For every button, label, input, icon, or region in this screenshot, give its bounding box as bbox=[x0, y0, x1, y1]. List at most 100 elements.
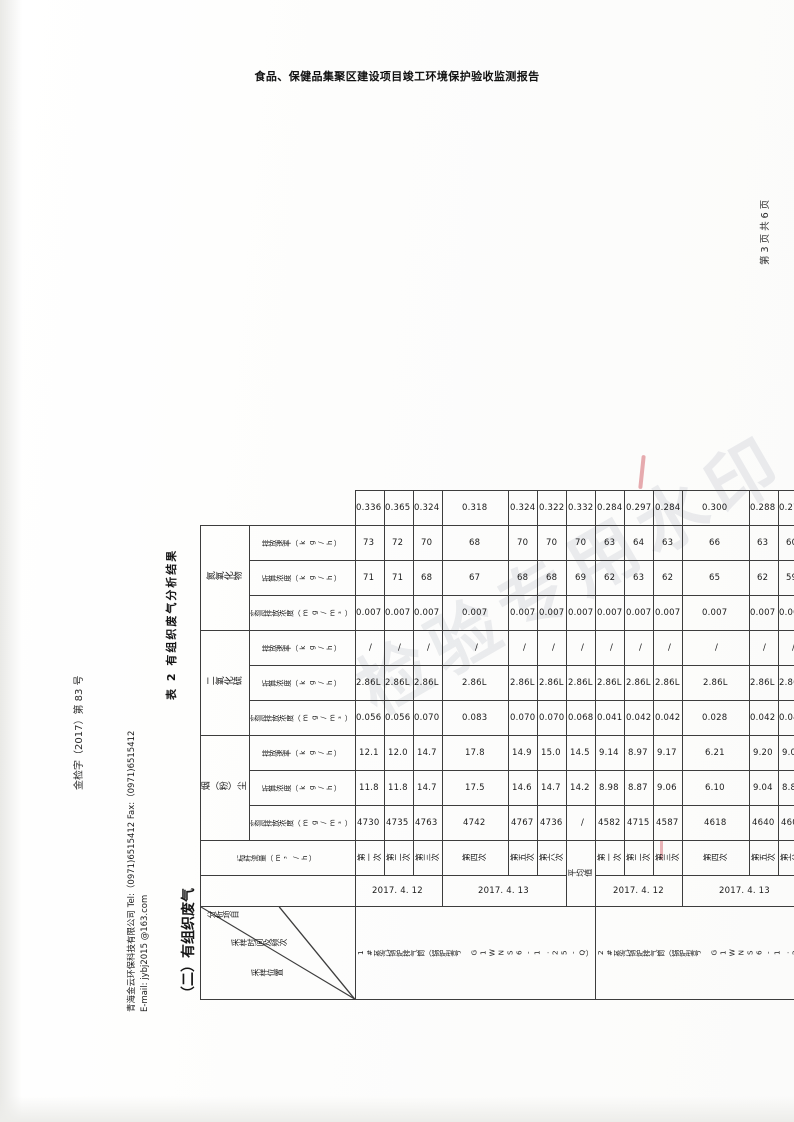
value-so2-rate: 0.007 bbox=[779, 607, 794, 618]
value-dust-rate: 0.070 bbox=[509, 712, 535, 723]
cell-dust-measured: 8.87 bbox=[624, 770, 654, 806]
cell-dust-converted: 9.00 bbox=[778, 735, 794, 771]
average-label-cell: 平均值 bbox=[566, 840, 596, 907]
value-dust-rate: 0.042 bbox=[654, 712, 680, 723]
cell-dust-converted: 9.14 bbox=[595, 735, 625, 771]
value-flow: 4763 bbox=[415, 817, 438, 828]
value-nox-converted: 60 bbox=[786, 537, 794, 548]
table-head: 分析项目 采样时间及频次 采样位置 标杆流量（m³/h） 烟（粉）尘 二氧化硫 … bbox=[200, 491, 356, 1000]
cell-so2-converted: / bbox=[682, 630, 750, 666]
sampling-date-cell: 2017. 4. 13 bbox=[682, 875, 794, 907]
value-dust-rate: 0.070 bbox=[413, 712, 440, 723]
average-value-flow: / bbox=[580, 817, 584, 828]
scan-edge-shadow-left bbox=[0, 0, 22, 1122]
value-nox-rate: 0.300 bbox=[702, 502, 728, 513]
cell-so2-measured: 2.86L bbox=[355, 665, 385, 701]
sampling-frequency: 第二次 bbox=[385, 852, 410, 862]
cell-nox-converted: 63 bbox=[749, 525, 779, 561]
cell-nox-rate: 0.284 bbox=[653, 490, 683, 526]
value-nox-converted: 70 bbox=[545, 537, 557, 548]
cell-so2-converted: / bbox=[653, 630, 683, 666]
cell-nox-measured: 71 bbox=[384, 560, 414, 596]
header-dust-measured: 实测排放浓度（mg/m³） bbox=[249, 805, 356, 841]
cell-dust-converted: 17.8 bbox=[442, 735, 509, 771]
cell-dust-rate: 0.070 bbox=[413, 700, 443, 736]
cell-dust-measured: 6.10 bbox=[682, 770, 750, 806]
value-flow: 4582 bbox=[598, 817, 621, 828]
cell-dust-rate: 0.042 bbox=[624, 700, 654, 736]
header-nox-measured: 实测排放浓度（mg/m³） bbox=[249, 595, 356, 631]
cell-dust-measured: 8.85 bbox=[778, 770, 794, 806]
cell-dust-converted: 12.0 bbox=[384, 735, 414, 771]
cell-flow: 4763 bbox=[413, 805, 443, 841]
value-so2-measured: 2.86L bbox=[779, 677, 794, 688]
cell-dust-measured: 14.7 bbox=[537, 770, 567, 806]
value-flow: 4640 bbox=[751, 817, 775, 828]
value-so2-measured: 2.86L bbox=[702, 677, 728, 688]
average-cell-so2-converted: / bbox=[566, 630, 596, 666]
cell-flow: 4715 bbox=[624, 805, 654, 841]
sampling-frequency: 第六次 bbox=[779, 852, 794, 862]
cell-dust-converted: 9.17 bbox=[653, 735, 683, 771]
sampling-frequency-cell: 第二次 bbox=[624, 840, 654, 876]
table-body: 1#蒸汽锅炉排气筒（锅炉型号 G1WNS6-1.25-Q） 2017. 4. 12… bbox=[355, 490, 794, 1000]
value-nox-measured: 59 bbox=[786, 572, 794, 583]
value-nox-rate: 0.284 bbox=[654, 502, 680, 513]
cell-dust-rate: 0.070 bbox=[508, 700, 538, 736]
value-nox-converted: 66 bbox=[709, 537, 721, 548]
sampling-frequency-cell: 第一次 bbox=[595, 840, 625, 876]
value-so2-rate: 0.007 bbox=[538, 607, 564, 618]
cell-nox-measured: 68 bbox=[537, 560, 567, 596]
sampling-frequency-cell: 第六次 bbox=[537, 840, 567, 876]
sampling-frequency-cell: 第三次 bbox=[413, 840, 443, 876]
sampling-frequency: 第四次 bbox=[703, 852, 728, 862]
cell-nox-measured: 63 bbox=[624, 560, 654, 596]
document-code: 金检字（2017）第 83 号 bbox=[74, 675, 85, 790]
header-dust-measured-label: 实测排放浓度（mg/m³） bbox=[250, 818, 353, 828]
cell-nox-measured: 59 bbox=[778, 560, 794, 596]
value-dust-measured: 8.98 bbox=[599, 782, 620, 793]
cell-nox-rate: 0.288 bbox=[749, 490, 779, 526]
corner-diagonal-lines bbox=[201, 907, 355, 999]
header-so2-converted-label: 折算浓度（kg/h） bbox=[261, 678, 341, 688]
value-nox-rate: 0.324 bbox=[413, 502, 440, 513]
table-row: 2#蒸汽锅炉排气筒（锅炉型号 G1WNS6-1.25-Q） 2017. 4. 12… bbox=[595, 490, 794, 1000]
cell-so2-converted: / bbox=[595, 630, 625, 666]
cell-flow: 4736 bbox=[537, 805, 567, 841]
value-dust-converted: 12.1 bbox=[358, 747, 379, 758]
sampling-frequency-cell: 第二次 bbox=[384, 840, 414, 876]
results-table-host: 分析项目 采样时间及频次 采样位置 标杆流量（m³/h） 烟（粉）尘 二氧化硫 … bbox=[200, 490, 794, 1000]
value-flow: 4601 bbox=[780, 817, 794, 828]
cell-nox-measured: 62 bbox=[595, 560, 625, 596]
value-dust-measured: 14.7 bbox=[541, 782, 562, 793]
sampling-frequency: 第三次 bbox=[414, 852, 439, 862]
average-cell-dust-converted: 14.5 bbox=[566, 735, 596, 771]
value-so2-rate: 0.007 bbox=[625, 607, 651, 618]
value-dust-rate: 0.041 bbox=[779, 712, 794, 723]
value-so2-measured: 2.86L bbox=[385, 677, 410, 688]
value-dust-converted: 14.7 bbox=[416, 747, 437, 758]
value-nox-converted: 64 bbox=[632, 537, 644, 548]
sampling-frequency-cell: 第四次 bbox=[442, 840, 509, 876]
value-dust-converted: 9.20 bbox=[752, 747, 773, 758]
cell-dust-rate: 0.056 bbox=[384, 700, 414, 736]
cell-flow: 4742 bbox=[442, 805, 509, 841]
cell-nox-measured: 71 bbox=[355, 560, 385, 596]
average-cell-dust-rate: 0.068 bbox=[566, 700, 596, 736]
value-nox-converted: 70 bbox=[516, 537, 528, 548]
cell-dust-measured: 8.98 bbox=[595, 770, 625, 806]
cell-so2-measured: 2.86L bbox=[653, 665, 683, 701]
footer-line-company-phone: 青海金云环保科技有限公司 Tel:（0971)6515412 Fax:（0971… bbox=[127, 730, 137, 1012]
cell-nox-rate: 0.336 bbox=[355, 490, 385, 526]
average-value-dust-rate: 0.068 bbox=[567, 712, 593, 723]
sampling-frequency-cell: 第四次 bbox=[682, 840, 750, 876]
cell-flow: 4640 bbox=[749, 805, 779, 841]
corner-label-time: 采样时间及频次 bbox=[231, 938, 287, 947]
value-dust-converted: 15.0 bbox=[541, 747, 562, 758]
cell-nox-converted: 68 bbox=[442, 525, 509, 561]
row-header-position-1: 1#蒸汽锅炉排气筒（锅炉型号 G1WNS6-1.25-Q） bbox=[355, 906, 596, 1000]
cell-dust-converted: 12.1 bbox=[355, 735, 385, 771]
average-value-dust-measured: 14.2 bbox=[570, 782, 591, 793]
cell-nox-converted: 70 bbox=[413, 525, 443, 561]
cell-nox-rate: 0.284 bbox=[595, 490, 625, 526]
